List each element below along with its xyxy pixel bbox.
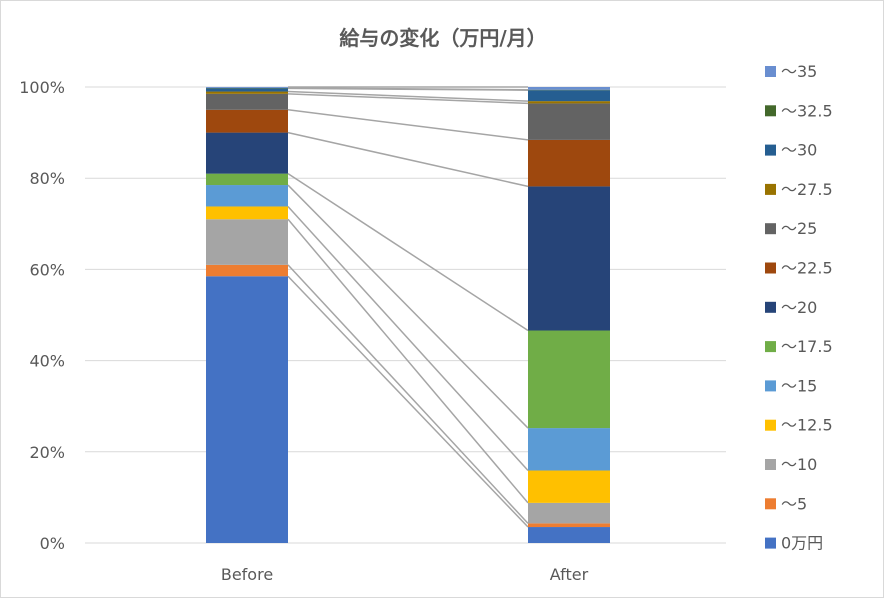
legend-label: ～10 [781, 455, 817, 474]
legend-label: ～5 [781, 494, 807, 513]
series-line [288, 88, 528, 90]
x-category-label: After [550, 565, 589, 584]
legend-swatch [765, 105, 776, 116]
legend-label: ～20 [781, 298, 817, 317]
bar-segment[interactable] [206, 206, 288, 219]
bar-segment[interactable] [206, 174, 288, 185]
legend-swatch [765, 341, 776, 352]
legend-swatch [765, 184, 776, 195]
series-line [288, 206, 528, 470]
series-line [288, 265, 528, 524]
legend-label: ～27.5 [781, 180, 833, 199]
grid [85, 87, 726, 543]
bar-segment[interactable] [206, 94, 288, 110]
legend-item[interactable]: ～12.5 [765, 416, 833, 435]
legend-item[interactable]: ～30 [765, 141, 817, 160]
legend-item[interactable]: ～22.5 [765, 259, 833, 278]
bar-segment[interactable] [206, 110, 288, 133]
legend-label: ～35 [781, 62, 817, 81]
bar-segment[interactable] [528, 470, 610, 502]
legend-label: ～12.5 [781, 416, 833, 435]
legend-item[interactable]: ～15 [765, 376, 817, 395]
legend-label: ～32.5 [781, 101, 833, 120]
y-tick-label: 0% [40, 534, 65, 553]
bar-segment[interactable] [528, 523, 610, 527]
bar-segment[interactable] [206, 276, 288, 543]
legend-item[interactable]: ～20 [765, 298, 817, 317]
legend-item[interactable]: ～17.5 [765, 337, 833, 356]
legend-item[interactable]: ～10 [765, 455, 817, 474]
bar-segment[interactable] [206, 87, 288, 88]
y-tick-label: 100% [19, 78, 65, 97]
bar-segment[interactable] [206, 88, 288, 91]
legend-swatch [765, 498, 776, 509]
series-line [288, 92, 528, 102]
legend-swatch [765, 302, 776, 313]
bar-segment[interactable] [206, 265, 288, 276]
bar-segment[interactable] [528, 428, 610, 470]
bar-segment[interactable] [528, 90, 610, 101]
legend-item[interactable]: ～35 [765, 62, 817, 81]
bar-segment[interactable] [206, 185, 288, 206]
legend-item[interactable]: ～27.5 [765, 180, 833, 199]
legend-item[interactable]: 0万円 [765, 534, 823, 553]
bar-segment[interactable] [528, 101, 610, 103]
bar-segment[interactable] [528, 186, 610, 330]
y-tick-label: 20% [29, 443, 65, 462]
legend-label: ～25 [781, 219, 817, 238]
legend-swatch [765, 223, 776, 234]
chart-title: 給与の変化（万円/月） [339, 26, 546, 50]
legend-label: ～22.5 [781, 259, 833, 278]
legend-swatch [765, 66, 776, 77]
legend-item[interactable]: ～32.5 [765, 101, 833, 120]
legend-label: ～17.5 [781, 337, 833, 356]
legend-label: ～15 [781, 376, 817, 395]
series-line [288, 276, 528, 527]
legend-swatch [765, 145, 776, 156]
bar-segment[interactable] [528, 87, 610, 90]
legend-item[interactable]: ～25 [765, 219, 817, 238]
bar-segment[interactable] [528, 140, 610, 187]
series-line [288, 110, 528, 140]
legend-swatch [765, 420, 776, 431]
legend-swatch [765, 380, 776, 391]
bar-segment[interactable] [528, 103, 610, 139]
legend[interactable]: ～35 ～32.5 ～30 ～27.5 ～25 ～22.5 ～20 ～17.5 ～15 ～12.5… [765, 62, 833, 553]
legend-label: 0万円 [781, 534, 823, 553]
bar-segment[interactable] [206, 219, 288, 265]
y-tick-label: 60% [29, 260, 65, 279]
legend-swatch [765, 459, 776, 470]
legend-swatch [765, 263, 776, 274]
bar-segment[interactable] [528, 503, 610, 524]
legend-label: ～30 [781, 141, 817, 160]
y-axis: 0% 20% 40% 60% 80% 100% [19, 78, 65, 553]
series-lines [288, 87, 528, 527]
bar-segment[interactable] [206, 92, 288, 94]
x-category-label: Before [221, 565, 273, 584]
bars [206, 87, 610, 543]
bar-segment[interactable] [206, 133, 288, 174]
legend-item[interactable]: ～5 [765, 494, 807, 513]
legend-swatch [765, 538, 776, 549]
series-line [288, 94, 528, 104]
y-tick-label: 80% [29, 169, 65, 188]
y-tick-label: 40% [29, 352, 65, 371]
bar-segment[interactable] [528, 331, 610, 429]
x-axis: Before After [221, 565, 589, 584]
bar-segment[interactable] [528, 527, 610, 543]
